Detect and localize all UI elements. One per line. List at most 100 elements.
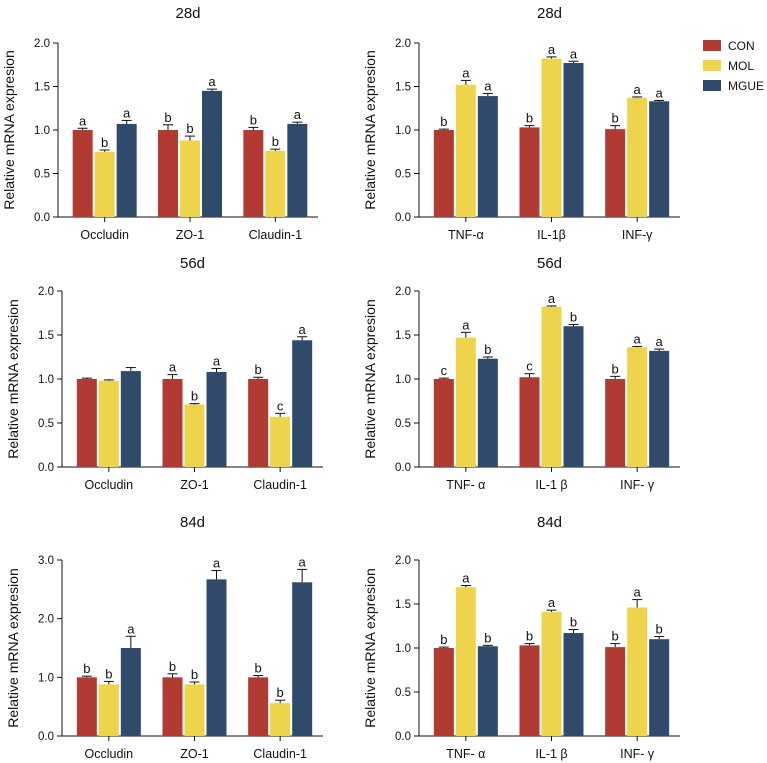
y-tick-label: 0.0 (395, 731, 411, 743)
bar-con (76, 379, 97, 467)
significance-letter: a (548, 42, 556, 57)
bar-con (162, 379, 183, 467)
x-tick-label: Occludin (85, 478, 134, 492)
x-tick-label: ZO-1 (176, 228, 205, 242)
chart-panel-3: 56d Relative mRNA expresion 0.0 0.5 1.0 1.5 2.… (5, 255, 323, 492)
bar-mol (184, 684, 205, 736)
bar-mgue (206, 371, 227, 467)
bar-mol (265, 150, 286, 217)
significance-letter: c (277, 398, 284, 413)
y-tick-label: 2.0 (38, 286, 54, 298)
significance-letter: b (255, 661, 262, 676)
chart-title: 56d (180, 255, 205, 272)
significance-letter: c (526, 359, 533, 374)
bar-con (76, 677, 97, 736)
bar-mgue (292, 582, 313, 736)
bar-mgue (116, 123, 137, 217)
y-tick-label: 1.5 (395, 599, 411, 611)
x-tick-label: ZO-1 (180, 478, 209, 492)
significance-letter: a (634, 585, 642, 600)
bar-mgue (477, 646, 498, 736)
significance-letter: a (299, 554, 307, 569)
legend-label-con: CON (728, 39, 755, 53)
significance-letter: a (656, 85, 664, 100)
y-tick-label: 2.0 (38, 614, 54, 626)
bar-mol (180, 140, 200, 217)
bar-mol (627, 607, 648, 736)
bar-mgue (477, 358, 498, 467)
x-tick-label: INF- γ (620, 478, 655, 492)
bar-mgue (477, 96, 498, 217)
bar-mgue (206, 579, 227, 736)
y-tick-label: 0.0 (38, 462, 54, 474)
bar-mgue (649, 101, 670, 217)
y-axis-label: Relative mRNA expresion (362, 50, 378, 210)
x-tick-label: INF- γ (620, 747, 655, 761)
bar-con (519, 377, 540, 467)
significance-letter: b (484, 630, 491, 645)
significance-letter: a (294, 107, 302, 122)
significance-letter: b (484, 342, 491, 357)
y-tick-label: 0.0 (395, 462, 411, 474)
legend-label-mol: MOL (728, 59, 754, 73)
significance-letter: b (186, 121, 193, 136)
y-tick-label: 1.0 (34, 125, 50, 137)
significance-letter: a (127, 621, 135, 636)
chart-panel-5: 84d Relative mRNA expresion 0.0 1.0 2.0 3.0 Oc… (5, 514, 323, 761)
significance-letter: b (570, 309, 577, 324)
y-tick-label: 0.5 (34, 169, 50, 181)
significance-letter: b (612, 111, 619, 126)
bar-mol (627, 347, 648, 467)
significance-letter: b (105, 666, 112, 681)
y-tick-label: 1.0 (395, 125, 411, 137)
x-tick-label: TNF-α (448, 228, 484, 242)
bar-mgue (120, 371, 141, 467)
y-tick-label: 1.0 (395, 374, 411, 386)
significance-letter: b (277, 685, 284, 700)
chart-title: 84d (180, 514, 205, 531)
y-tick-label: 1.5 (34, 82, 50, 94)
bar-mol (541, 58, 562, 217)
bar-mgue (563, 326, 584, 467)
chart-title: 56d (537, 255, 562, 272)
significance-letter: a (462, 571, 470, 586)
bar-mol (270, 416, 291, 467)
significance-letter: a (213, 556, 221, 571)
y-tick-label: 1.5 (395, 82, 411, 94)
significance-letter: c (441, 363, 448, 378)
significance-letter: a (570, 46, 578, 61)
significance-letter: b (656, 622, 663, 637)
significance-letter: b (101, 135, 108, 150)
x-tick-label: IL-1 β (535, 478, 567, 492)
significance-letter: a (656, 334, 664, 349)
legend-swatch-mol (703, 60, 721, 71)
significance-letter: a (123, 105, 131, 120)
y-tick-label: 0.5 (38, 418, 54, 430)
bar-con (605, 647, 626, 736)
bar-con (248, 677, 269, 736)
significance-letter: b (169, 659, 176, 674)
y-tick-label: 2.0 (395, 286, 411, 298)
bar-mgue (202, 90, 222, 217)
y-axis-label: Relative mRNA expresion (362, 299, 378, 459)
bar-mol (541, 611, 562, 736)
x-tick-label: IL-1β (537, 228, 566, 242)
significance-letter: b (255, 362, 262, 377)
bar-con (433, 379, 454, 467)
bar-mol (455, 337, 476, 467)
bar-mgue (563, 63, 584, 218)
chart-title: 84d (537, 514, 562, 531)
y-tick-label: 1.5 (38, 330, 54, 342)
bar-mol (455, 84, 476, 217)
y-tick-label: 0.0 (38, 731, 54, 743)
bar-con (72, 130, 93, 217)
bar-con (605, 129, 626, 217)
significance-letter: b (440, 632, 447, 647)
bar-con (433, 648, 454, 736)
significance-letter: b (164, 110, 171, 125)
chart-title: 28d (537, 5, 562, 22)
legend-swatch-mgue (703, 80, 721, 91)
bar-con (158, 130, 178, 217)
y-tick-label: 0.0 (34, 212, 50, 224)
